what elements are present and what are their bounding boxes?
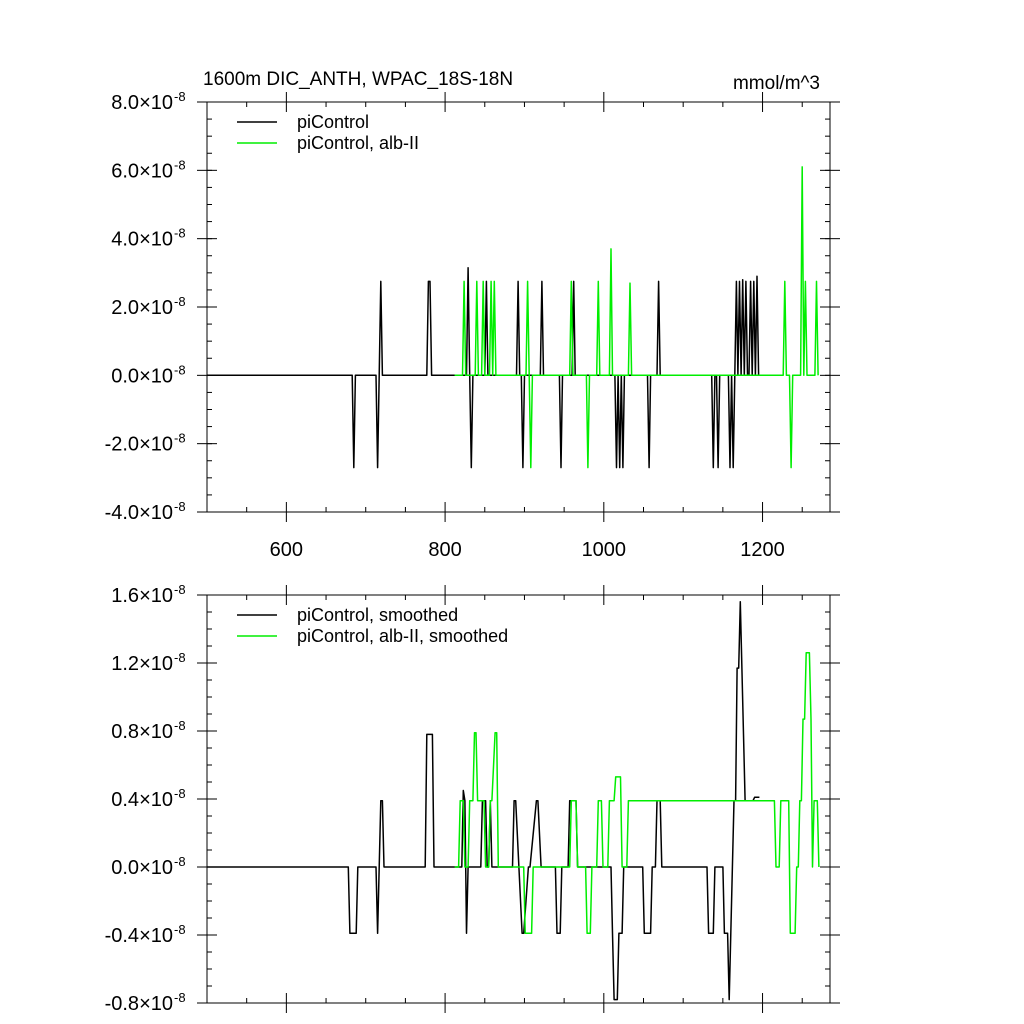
y-tick-exponent: -8 (174, 499, 186, 514)
y-tick-exponent: -8 (174, 582, 186, 597)
y-tick-exponent: -8 (174, 157, 186, 172)
x-tick-label: 600 (270, 539, 303, 561)
y-tick-label: 1.2×10 (111, 653, 173, 675)
legend-label: piControl (297, 112, 369, 132)
chart-panel-1: 600 800 1000 1200-4.0×10 -8-2.0×10 -80.0×10 -8… (105, 69, 840, 561)
y-tick-label: -2.0×10 (105, 434, 173, 456)
y-tick-exponent: -8 (174, 854, 186, 869)
y-tick-label: 2.0×10 (111, 297, 173, 319)
series-line-picontrol (207, 266, 761, 469)
x-tick-label: 800 (428, 539, 461, 561)
y-tick-exponent: -8 (174, 362, 186, 377)
y-tick-label: 0.4×10 (111, 789, 173, 811)
y-tick-exponent: -8 (174, 294, 186, 309)
y-tick-exponent: -8 (174, 226, 186, 241)
y-tick-label: -0.4×10 (105, 925, 173, 947)
plot-frame (206, 594, 831, 1004)
chart-panel-2: -0.8×10 -8-0.4×10 -80.0×10 -80.4×10 -80.8×10… (105, 582, 840, 1015)
y-tick-label: 4.0×10 (111, 229, 173, 251)
y-tick-label: 0.0×10 (111, 365, 173, 387)
units-label: mmol/m^3 (733, 73, 820, 94)
y-tick-exponent: -8 (174, 650, 186, 665)
legend-label: piControl, alb-II (297, 133, 419, 153)
legend-label: piControl, smoothed (297, 605, 458, 625)
y-tick-label: 6.0×10 (111, 160, 173, 182)
y-tick-exponent: -8 (174, 990, 186, 1005)
y-tick-exponent: -8 (174, 431, 186, 446)
y-tick-exponent: -8 (174, 89, 186, 104)
series-line-picontrol-alb-ii (454, 166, 819, 469)
x-tick-label: 1000 (582, 539, 627, 561)
legend-label: piControl, alb-II, smoothed (297, 626, 508, 646)
y-tick-label: 0.0×10 (111, 857, 173, 879)
y-tick-exponent: -8 (174, 786, 186, 801)
series-line-picontrol-alb-ii-smoothed (454, 652, 820, 935)
y-tick-exponent: -8 (174, 922, 186, 937)
y-tick-label: 1.6×10 (111, 585, 173, 607)
y-tick-label: 8.0×10 (111, 92, 173, 114)
chart-title: 1600m DIC_ANTH, WPAC_18S-18N (203, 69, 513, 90)
y-tick-label: -0.8×10 (105, 993, 173, 1015)
x-tick-label: 1200 (740, 539, 785, 561)
y-tick-label: 0.8×10 (111, 721, 173, 743)
y-tick-exponent: -8 (174, 718, 186, 733)
y-tick-label: -4.0×10 (105, 502, 173, 524)
